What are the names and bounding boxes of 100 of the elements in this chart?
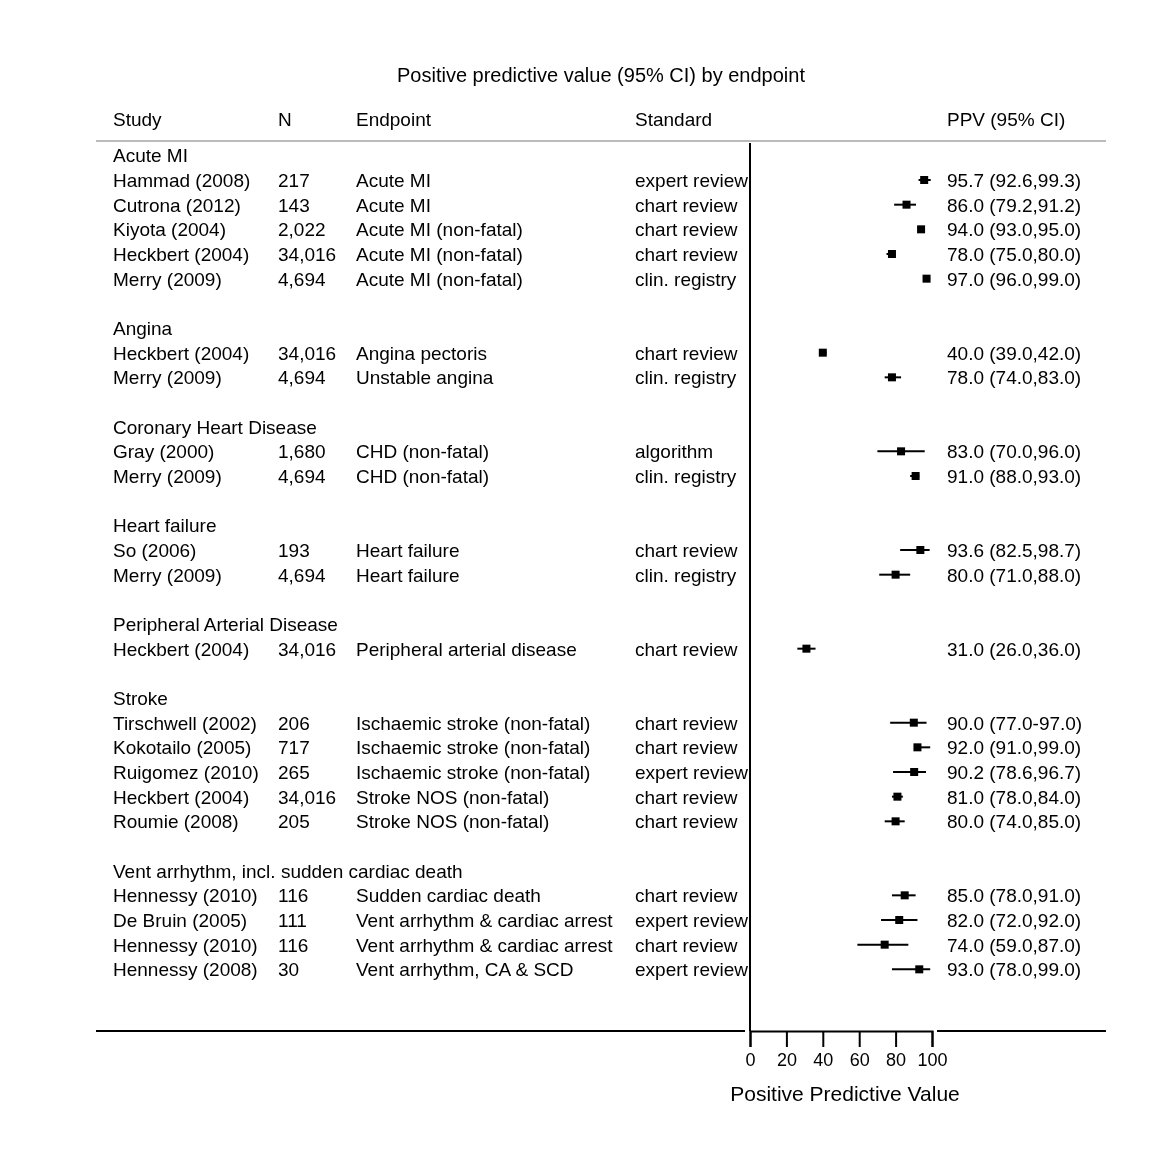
category-label: 1,680: [278, 441, 326, 463]
category-label: Acute MI (non-fatal): [356, 244, 523, 265]
category-label: Acute MI (non-fatal): [356, 219, 523, 241]
category-label: Acute MI: [113, 145, 188, 167]
category-label: clin. registry: [635, 466, 737, 487]
category-label: 116: [278, 885, 309, 907]
category-label: 116: [278, 934, 309, 956]
category-label: expert review: [635, 959, 749, 981]
category-label: Heckbert (2004): [113, 244, 250, 265]
category-label: chart review: [635, 194, 738, 216]
data-label: 93.6 (82.5,98.7): [947, 540, 1082, 561]
text: Standard: [635, 109, 713, 130]
data-label: 95.7 (92.6,99.3): [947, 170, 1082, 191]
data-label: 83.0 (70.0,96.0): [947, 441, 1082, 463]
category-label: Merry (2009): [113, 367, 222, 389]
category-label: Heart failure: [356, 540, 460, 561]
category-label: 205: [278, 811, 310, 833]
data-label: 80.0 (74.0,85.0): [947, 811, 1082, 833]
category-label: 217: [278, 170, 310, 191]
category-label: Hennessy (2008): [113, 959, 258, 981]
category-label: chart review: [635, 885, 738, 907]
category-label: Peripheral Arterial Disease: [113, 614, 338, 635]
text: Positive predictive value (95% CI) by endpoint: [397, 64, 806, 86]
category-label: Stroke: [113, 688, 168, 709]
category-label: chart review: [635, 737, 738, 759]
category-label: expert review: [635, 762, 749, 783]
data-label: 82.0 (72.0,92.0): [947, 910, 1082, 931]
category-label: Merry (2009): [113, 268, 222, 290]
text: N: [278, 109, 292, 130]
data-label: 78.0 (74.0,83.0): [947, 367, 1082, 389]
data-label: 40.0 (39.0,42.0): [947, 342, 1082, 364]
category-label: 34,016: [278, 638, 337, 660]
category-label: 34,016: [278, 786, 337, 808]
category-label: clin. registry: [635, 268, 737, 290]
data-label: 74.0 (59.0,87.0): [947, 934, 1082, 956]
text: PPV (95% CI): [947, 109, 1066, 130]
category-label: 111: [278, 910, 307, 931]
category-label: chart review: [635, 219, 738, 241]
category-label: CHD (non-fatal): [356, 441, 490, 463]
category-label: 34,016: [278, 342, 337, 364]
data-label: 97.0 (96.0,99.0): [947, 268, 1082, 290]
category-label: Heckbert (2004): [113, 342, 250, 364]
category-label: CHD (non-fatal): [356, 466, 490, 487]
data-label: 86.0 (79.2,91.2): [947, 194, 1082, 216]
category-label: Roumie (2008): [113, 811, 239, 833]
category-label: chart review: [635, 638, 738, 660]
category-label: clin. registry: [635, 564, 737, 586]
category-label: Hammad (2008): [113, 170, 251, 191]
category-label: Vent arrhythm & cardiac arrest: [356, 910, 614, 931]
category-label: Heckbert (2004): [113, 786, 250, 808]
category-label: chart review: [635, 786, 738, 808]
data-label: 91.0 (88.0,93.0): [947, 466, 1082, 487]
category-label: Acute MI: [356, 194, 431, 216]
category-label: Sudden cardiac death: [356, 885, 541, 907]
x-tick-label: 20: [776, 1049, 797, 1070]
category-label: Stroke NOS (non-fatal): [356, 786, 550, 808]
category-label: expert review: [635, 910, 749, 931]
category-label: expert review: [635, 170, 749, 191]
category-label: Acute MI: [356, 170, 431, 191]
category-label: Vent arrhythm & cardiac arrest: [356, 934, 614, 956]
category-label: De Bruin (2005): [113, 910, 248, 931]
category-label: 4,694: [278, 466, 326, 487]
category-label: Angina: [113, 318, 173, 339]
category-label: Coronary Heart Disease: [113, 416, 317, 438]
category-label: Ruigomez (2010): [113, 762, 259, 783]
category-label: 2,022: [278, 219, 326, 241]
category-label: Vent arrhythm, CA & SCD: [356, 959, 574, 981]
category-label: Ischaemic stroke (non-fatal): [356, 762, 591, 783]
category-label: algorithm: [635, 441, 714, 463]
category-label: 30: [278, 959, 300, 981]
category-label: chart review: [635, 540, 738, 561]
data-label: 81.0 (78.0,84.0): [947, 786, 1082, 808]
category-label: clin. registry: [635, 367, 737, 389]
category-label: 193: [278, 540, 310, 561]
x-tick-label: 60: [849, 1049, 870, 1070]
data-label: 92.0 (91.0,99.0): [947, 737, 1082, 759]
category-label: Unstable angina: [356, 367, 494, 389]
category-label: 265: [278, 762, 310, 783]
category-label: Angina pectoris: [356, 342, 487, 364]
category-label: Ischaemic stroke (non-fatal): [356, 712, 591, 734]
data-label: 31.0 (26.0,36.0): [947, 638, 1082, 660]
x-tick-label: 80: [886, 1049, 907, 1070]
category-label: 4,694: [278, 367, 326, 389]
category-label: 34,016: [278, 244, 337, 265]
category-label: 143: [278, 194, 310, 216]
category-label: Ischaemic stroke (non-fatal): [356, 737, 591, 759]
category-label: Peripheral arterial disease: [356, 638, 577, 660]
category-label: Cutrona (2012): [113, 194, 241, 216]
category-label: Kokotailo (2005): [113, 737, 252, 759]
category-label: chart review: [635, 244, 738, 265]
category-label: Hennessy (2010): [113, 934, 258, 956]
category-label: Vent arrhythm, incl. sudden cardiac death: [113, 860, 463, 882]
data-label: 94.0 (93.0,95.0): [947, 219, 1082, 241]
x-tick-label: 40: [813, 1049, 834, 1070]
category-label: Acute MI (non-fatal): [356, 268, 523, 290]
text: Study: [113, 109, 163, 130]
category-label: Gray (2000): [113, 441, 215, 463]
category-label: Hennessy (2010): [113, 885, 258, 907]
data-label: 80.0 (71.0,88.0): [947, 564, 1082, 586]
category-label: 206: [278, 712, 310, 734]
